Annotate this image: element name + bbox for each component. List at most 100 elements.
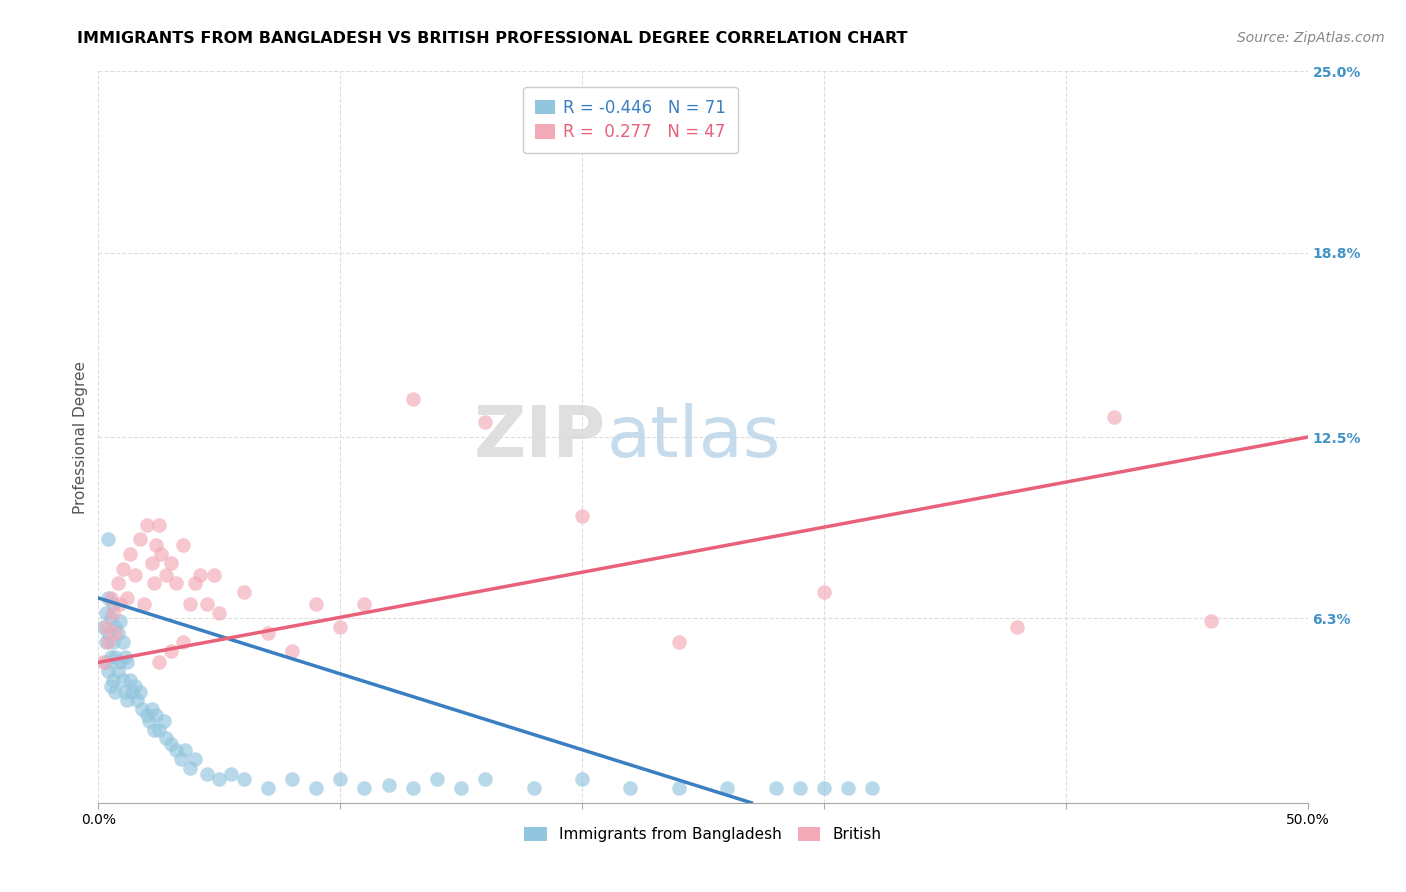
Point — [1199, 615, 1222, 629]
Point — [165, 743, 187, 757]
Point — [377, 778, 399, 792]
Point — [145, 708, 167, 723]
Point — [184, 752, 207, 766]
Point — [160, 556, 183, 570]
Point — [124, 567, 146, 582]
Point — [108, 656, 131, 670]
Point — [169, 752, 191, 766]
Point — [135, 708, 157, 723]
Point — [104, 620, 127, 634]
Point — [101, 606, 124, 620]
Point — [128, 684, 150, 698]
Point — [402, 781, 425, 796]
Point — [150, 547, 173, 561]
Point — [179, 761, 201, 775]
Point — [208, 606, 231, 620]
Point — [860, 781, 883, 796]
Point — [143, 576, 166, 591]
Point — [141, 702, 163, 716]
Point — [131, 702, 153, 716]
Point — [474, 772, 496, 787]
Point — [160, 737, 183, 751]
Point — [117, 693, 139, 707]
Point — [195, 597, 218, 611]
Point — [107, 626, 129, 640]
Point — [148, 656, 170, 670]
Point — [668, 635, 690, 649]
Point — [107, 576, 129, 591]
Point — [179, 597, 201, 611]
Point — [118, 673, 141, 687]
Point — [114, 684, 136, 698]
Point — [329, 620, 352, 634]
Point — [148, 723, 170, 737]
Point — [94, 620, 117, 634]
Point — [127, 693, 149, 707]
Point — [100, 679, 122, 693]
Point — [813, 781, 835, 796]
Point — [281, 643, 304, 657]
Point — [143, 723, 166, 737]
Point — [94, 635, 117, 649]
Point — [111, 562, 134, 576]
Point — [104, 649, 127, 664]
Point — [124, 679, 146, 693]
Point — [117, 591, 139, 605]
Point — [94, 656, 117, 670]
Y-axis label: Professional Degree: Professional Degree — [73, 360, 89, 514]
Point — [121, 684, 143, 698]
Point — [353, 781, 375, 796]
Point — [353, 597, 375, 611]
Point — [281, 772, 304, 787]
Point — [426, 772, 449, 787]
Point — [221, 766, 243, 780]
Point — [155, 567, 177, 582]
Point — [256, 626, 278, 640]
Legend: Immigrants from Bangladesh, British: Immigrants from Bangladesh, British — [517, 820, 889, 850]
Point — [188, 567, 211, 582]
Point — [148, 517, 170, 532]
Point — [100, 611, 122, 625]
Point — [716, 781, 738, 796]
Text: ZIP: ZIP — [474, 402, 606, 472]
Point — [813, 585, 835, 599]
Point — [114, 649, 136, 664]
Text: IMMIGRANTS FROM BANGLADESH VS BRITISH PROFESSIONAL DEGREE CORRELATION CHART: IMMIGRANTS FROM BANGLADESH VS BRITISH PR… — [77, 31, 908, 46]
Point — [1007, 620, 1029, 634]
Point — [100, 591, 122, 605]
Point — [232, 772, 254, 787]
Point — [619, 781, 641, 796]
Text: Source: ZipAtlas.com: Source: ZipAtlas.com — [1237, 31, 1385, 45]
Point — [765, 781, 787, 796]
Point — [108, 615, 131, 629]
Point — [184, 576, 207, 591]
Point — [160, 643, 183, 657]
Point — [172, 635, 194, 649]
Point — [101, 673, 124, 687]
Point — [134, 597, 156, 611]
Point — [1102, 409, 1125, 424]
Point — [329, 772, 352, 787]
Point — [108, 597, 131, 611]
Point — [474, 416, 496, 430]
Point — [97, 591, 120, 605]
Point — [256, 781, 278, 796]
Point — [97, 626, 120, 640]
Point — [305, 597, 328, 611]
Point — [668, 781, 690, 796]
Point — [104, 684, 127, 698]
Point — [94, 606, 117, 620]
Point — [172, 538, 194, 552]
Text: atlas: atlas — [606, 402, 780, 472]
Point — [104, 626, 127, 640]
Point — [101, 597, 124, 611]
Point — [145, 538, 167, 552]
Point — [128, 533, 150, 547]
Point — [118, 547, 141, 561]
Point — [97, 635, 120, 649]
Point — [152, 714, 174, 728]
Point — [141, 556, 163, 570]
Point — [111, 635, 134, 649]
Point — [305, 781, 328, 796]
Point — [155, 731, 177, 746]
